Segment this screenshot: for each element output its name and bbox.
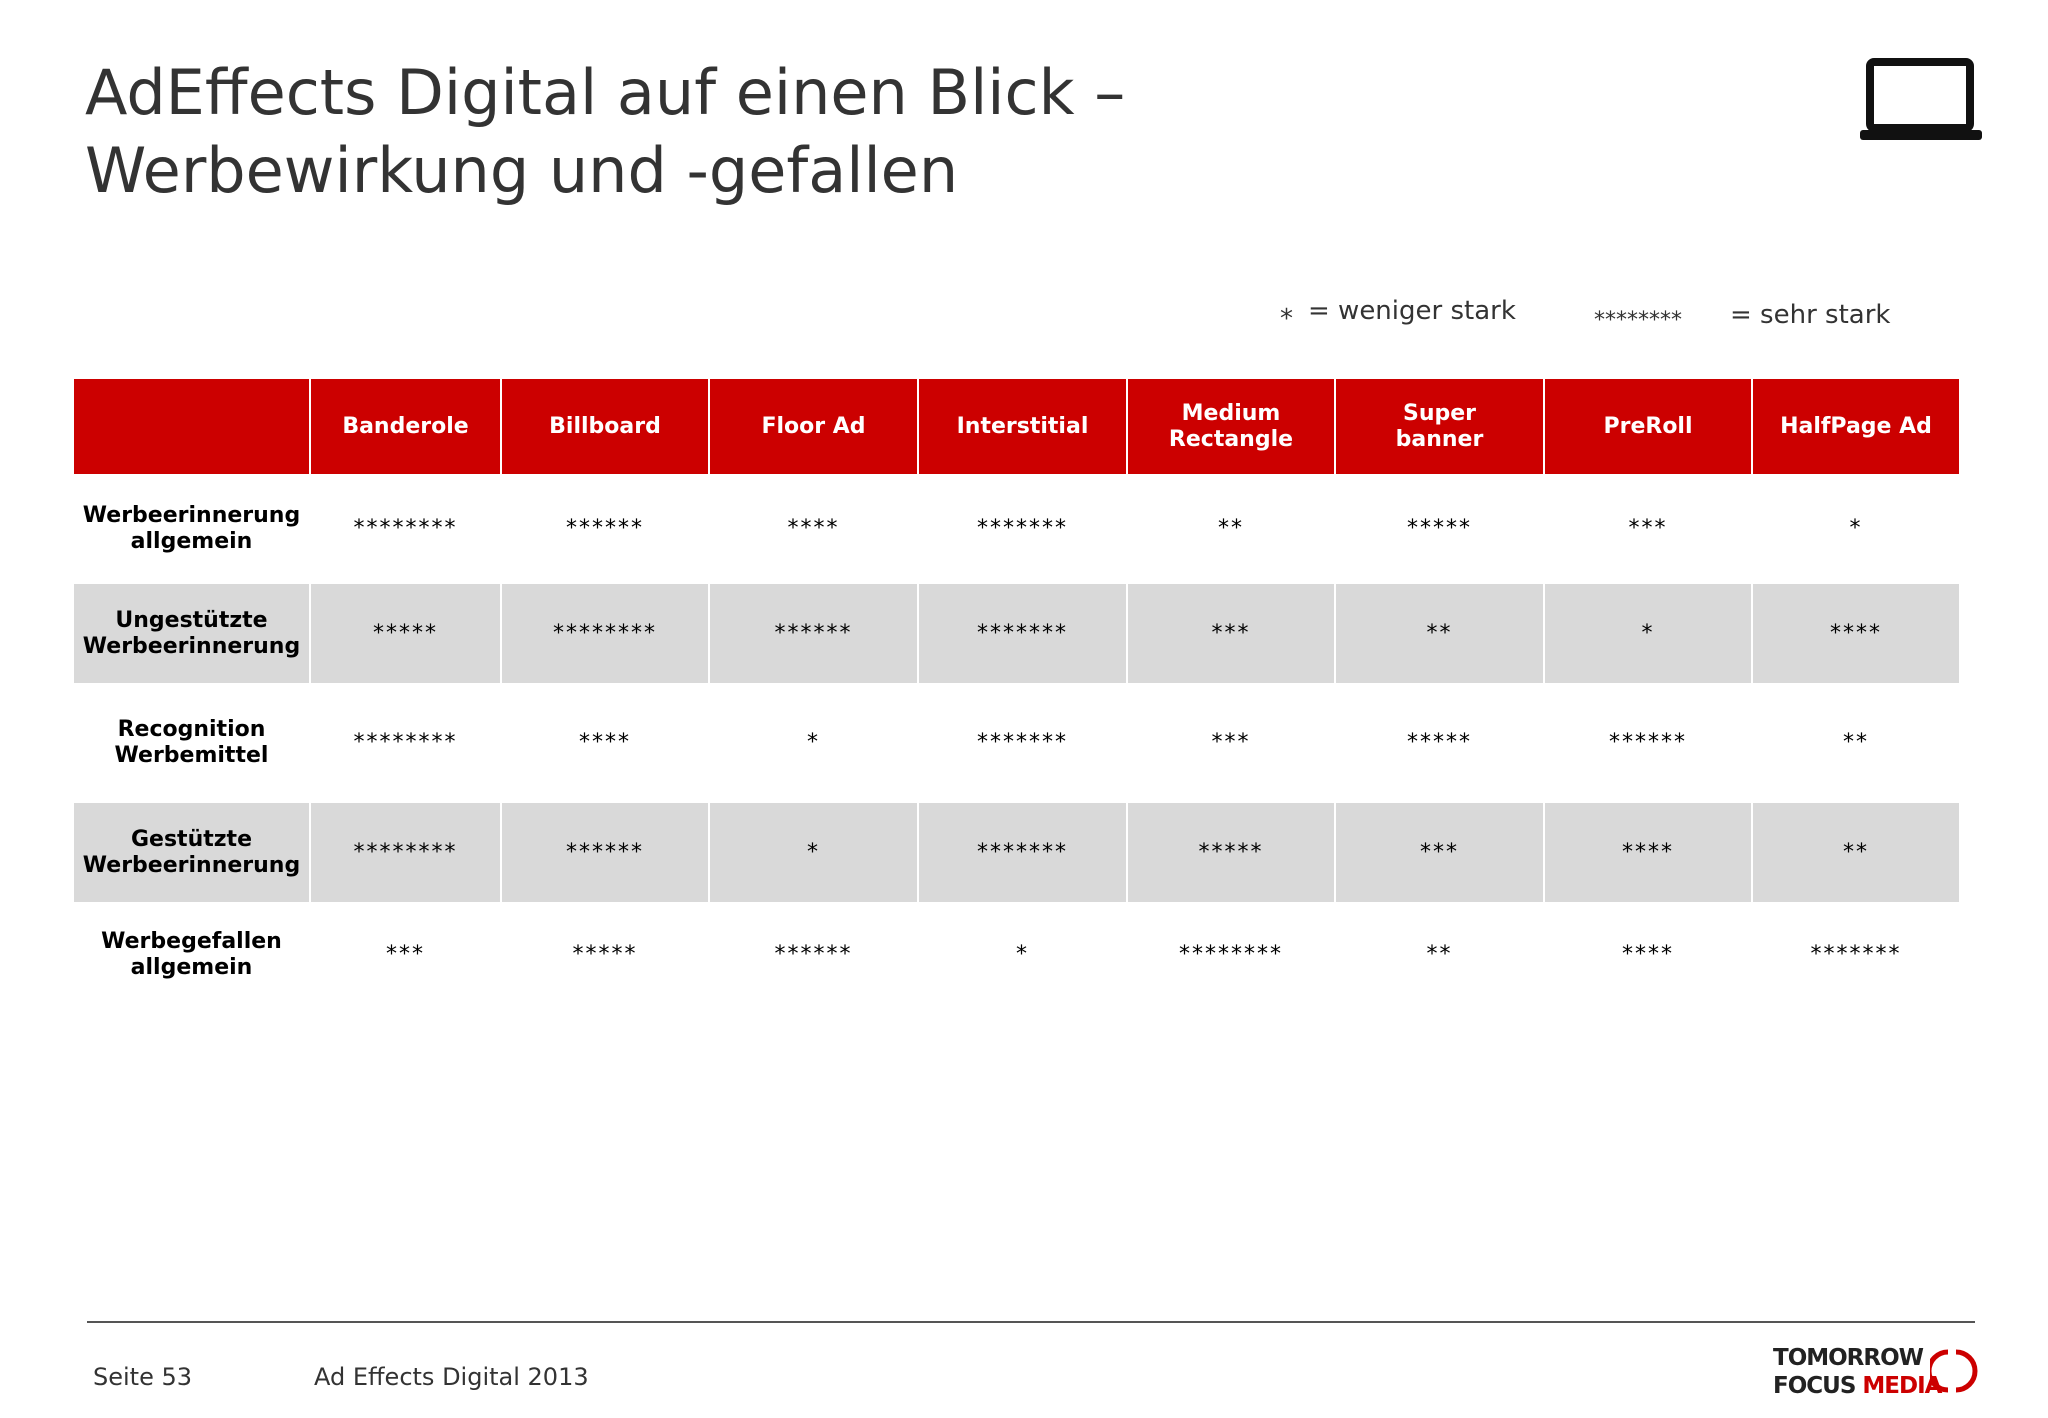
header-cell: Floor Ad (710, 379, 917, 474)
cell-text: Werbeerinnerung (82, 633, 301, 659)
cell-text: Werbegefallen (101, 929, 282, 954)
cell-text: Werbeerinnerung (82, 852, 301, 878)
table-cell: * (1849, 516, 1863, 541)
table-cell: * (710, 803, 917, 902)
table-cell: * (1016, 942, 1029, 967)
table-cell: Gestützte Werbeerinnerung (74, 803, 309, 902)
table-cell: ** (1218, 516, 1244, 541)
table-cell: * (1545, 584, 1751, 683)
table-cell: **** (1622, 942, 1674, 967)
cell-text: Interstitial (956, 413, 1089, 439)
cell-text: allgemein (130, 955, 253, 980)
table-cell: Ungestützte Werbeerinnerung (74, 584, 309, 683)
table-cell: ** (1753, 803, 1959, 902)
page-number: Seite 53 (93, 1363, 193, 1391)
cell-text: Ungestützte (115, 607, 268, 633)
table-cell: Recognition Werbemittel (74, 685, 309, 801)
header-cell (74, 379, 309, 474)
footer-source: Ad Effects Digital 2013 (314, 1363, 589, 1391)
table-cell: ******* (1810, 942, 1902, 967)
table-cell: ***** (1128, 803, 1334, 902)
table-cell: ****** (566, 516, 644, 541)
table-cell: ****** (710, 584, 917, 683)
cell-text: Gestützte (130, 826, 252, 852)
table-cell: **** (1753, 584, 1959, 683)
header-cell: Medium Rectangle (1128, 379, 1334, 474)
table-cell: ***** (572, 942, 638, 967)
table-cell: ****** (502, 803, 708, 902)
logo-mark (1930, 1349, 1978, 1393)
table-cell: ******* (919, 584, 1126, 683)
header-cell: Banderole (311, 379, 500, 474)
table-cell: ***** (1407, 516, 1472, 541)
header-cell: HalfPage Ad (1753, 379, 1959, 474)
table-cell: ***** (1407, 730, 1472, 755)
table-cell: *** (1128, 584, 1334, 683)
table-cell: Werbegefallen allgemein (74, 904, 309, 1006)
logo: TOMORROW FOCUS MEDIA (1773, 1344, 1942, 1400)
cell-text: Super (1402, 400, 1477, 426)
table-cell: **** (787, 516, 840, 541)
table-cell: * (807, 730, 820, 755)
table-cell: ******** (1179, 942, 1283, 967)
legend-symbol: ******** (1594, 308, 1682, 333)
logo-text: TOMORROW (1773, 1345, 1924, 1371)
table-cell: ***** (311, 584, 500, 683)
table-cell: ** (1843, 730, 1869, 755)
legend-text: = sehr stark (1730, 300, 1891, 330)
title-line: AdEffects Digital auf einen Blick – (85, 56, 1126, 129)
table-cell: ** (1426, 942, 1453, 967)
table-cell: ******** (353, 730, 458, 755)
cell-text: Rectangle (1168, 426, 1294, 452)
logo-text: FOCUS (1773, 1373, 1856, 1399)
header-cell: PreRoll (1545, 379, 1751, 474)
legend-symbol: * (1280, 304, 1293, 334)
table-cell: *** (1336, 803, 1543, 902)
cell-text: PreRoll (1603, 413, 1693, 439)
cell-text: Banderole (342, 413, 469, 439)
cell-text: Recognition (117, 717, 266, 742)
footer-rule (87, 1321, 1975, 1323)
laptop-icon (1860, 58, 1982, 140)
table-cell: ******** (502, 584, 708, 683)
table-cell: **** (579, 730, 631, 755)
table-cell: ******* (977, 516, 1068, 541)
cell-text: Werbeerinnerung (82, 503, 301, 528)
cell-text: banner (1395, 426, 1484, 452)
logo-line: FOCUS MEDIA (1773, 1372, 1942, 1400)
table-cell: ****** (1609, 730, 1687, 755)
legend-text: = weniger stark (1308, 296, 1516, 326)
header-cell: Super banner (1336, 379, 1543, 474)
title-line: Werbewirkung und -gefallen (85, 134, 959, 207)
table-cell: ** (1336, 584, 1543, 683)
table-cell: *** (1628, 516, 1668, 541)
table-cell: Werbeerinnerung allgemein (74, 476, 309, 582)
table-cell: ****** (774, 942, 853, 967)
cell-text: allgemein (130, 529, 253, 554)
table-cell: **** (1545, 803, 1751, 902)
header-cell: Billboard (502, 379, 708, 474)
cell-text: Floor Ad (761, 413, 866, 439)
table-cell: ******* (919, 803, 1126, 902)
table-cell: ******* (977, 730, 1068, 755)
table-cell: ******** (311, 803, 500, 902)
cell-text: Werbemittel (114, 743, 269, 768)
table-cell: *** (386, 942, 425, 967)
cell-text: Billboard (549, 413, 661, 439)
header-cell: Interstitial (919, 379, 1126, 474)
table-cell: ******** (353, 516, 458, 541)
table-cell: *** (1211, 730, 1251, 755)
cell-text: HalfPage Ad (1780, 413, 1932, 439)
cell-text: Medium (1181, 400, 1281, 426)
